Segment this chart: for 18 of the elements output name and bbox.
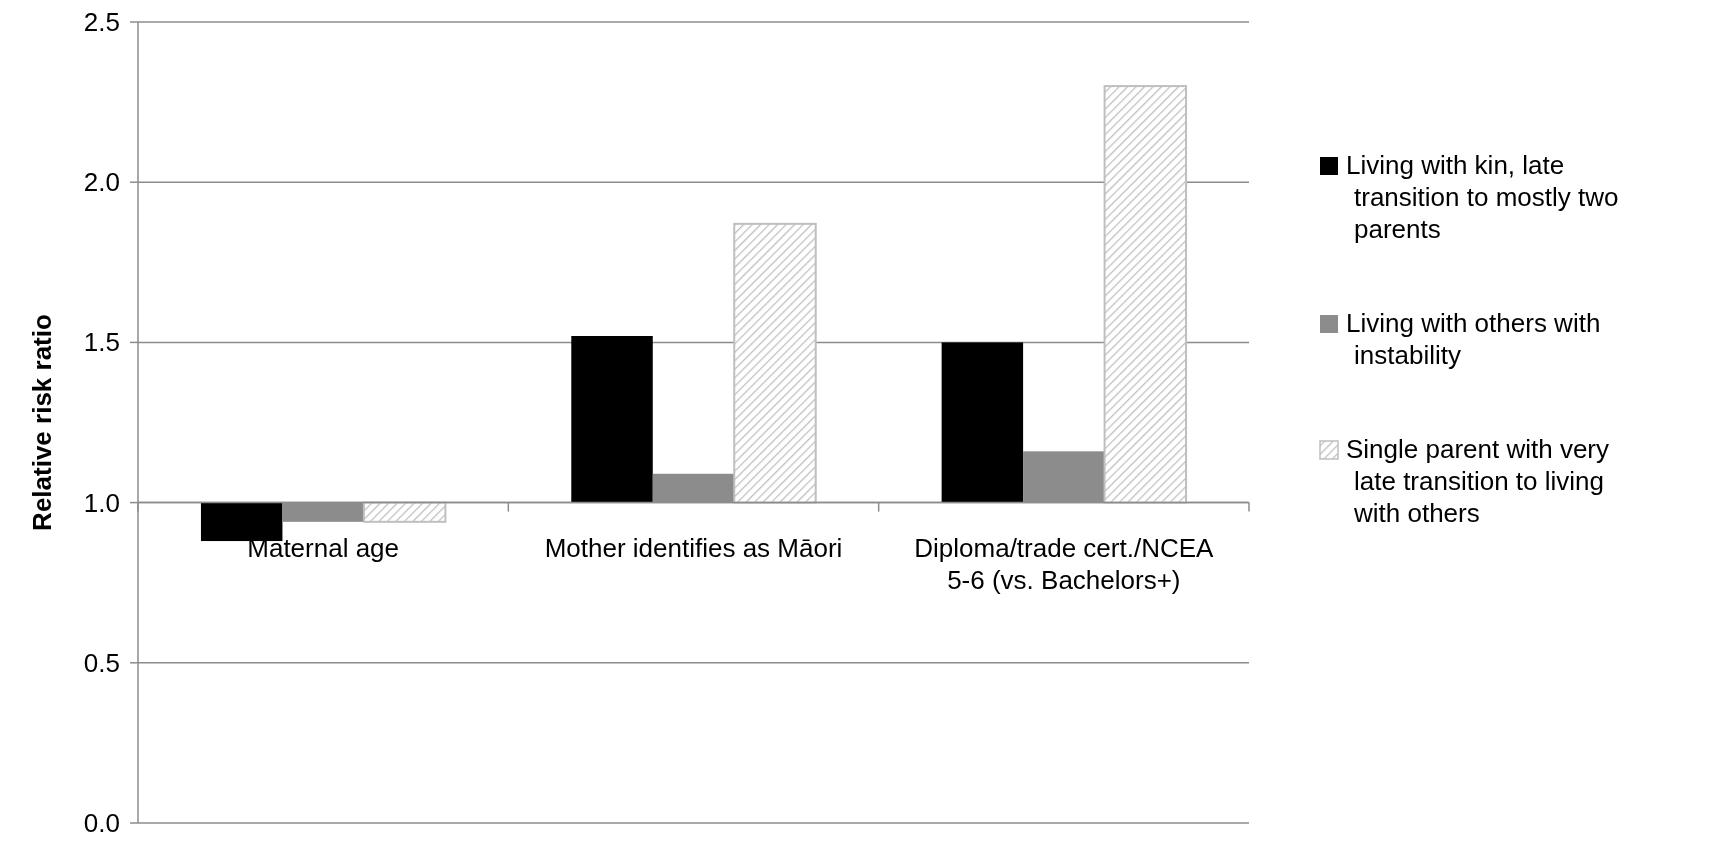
legend-label: Single parent with very late transition to living with others <box>1346 434 1610 529</box>
bar <box>1103 85 1188 504</box>
legend-label: Living with kin, late transition to mostly two parents <box>1346 150 1619 245</box>
y-tick-label: 0.0 <box>83 808 120 838</box>
bar <box>362 501 447 523</box>
bar <box>571 335 653 503</box>
legend-label: Living with others with instability <box>1346 308 1601 371</box>
y-tick-label: 0.5 <box>83 647 120 678</box>
y-tick-label: 1.0 <box>83 487 120 518</box>
x-tick-label: Diploma/trade cert./NCEA 5-6 (vs. Bachelors+) <box>914 532 1215 595</box>
x-tick-label: Maternal age <box>247 532 400 563</box>
y-tick-label: 2.5 <box>83 7 120 37</box>
bar <box>941 342 1024 503</box>
y-tick-label: 1.5 <box>83 327 120 358</box>
y-axis-title: Relative risk ratio <box>27 314 57 531</box>
y-tick-label: 2.0 <box>83 167 120 198</box>
bar <box>733 222 817 504</box>
x-tick-label: Mother identifies as Māori <box>544 532 843 563</box>
